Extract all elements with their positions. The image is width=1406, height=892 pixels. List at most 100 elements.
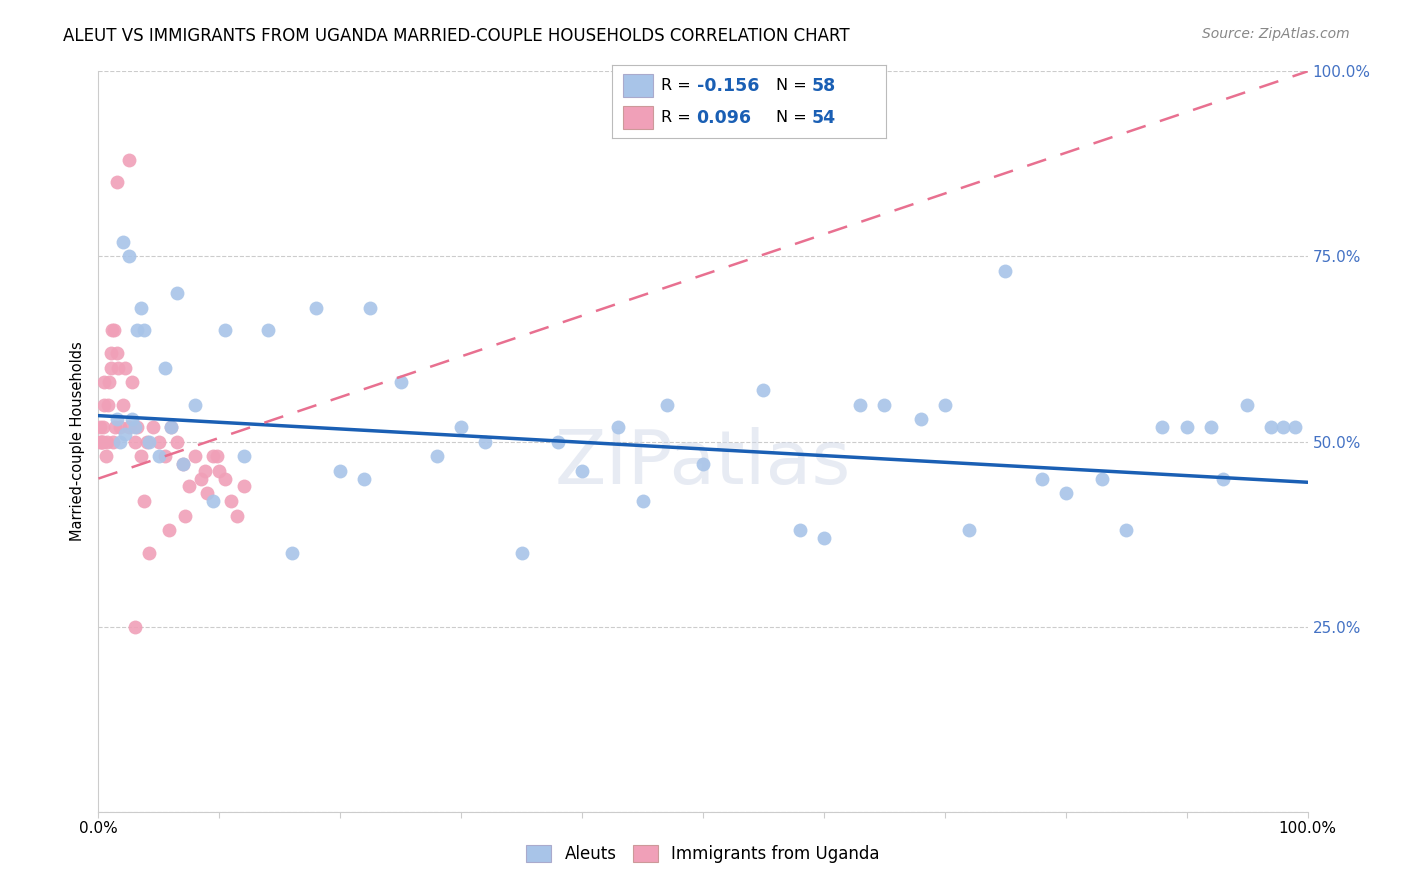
Bar [623,74,652,97]
Point [105,175,128,190]
Point [103,324,125,338]
Point [100,345,122,359]
Point [994,264,1017,278]
Bar [623,106,652,129]
Point [124,434,146,449]
Point [849,398,872,412]
Point [571,464,593,478]
Text: -0.156: -0.156 [696,77,759,95]
Point [91,434,114,449]
Point [157,524,180,538]
Text: N =: N = [776,111,813,125]
Point [174,508,197,523]
Point [232,450,254,464]
Point [138,434,160,449]
Point [329,464,352,478]
Point [148,434,170,449]
Point [142,419,165,434]
Point [100,360,122,375]
Point [172,457,194,471]
Point [127,324,149,338]
Point [134,324,156,338]
Point [934,398,956,412]
Point [114,427,136,442]
Text: 58: 58 [811,77,837,95]
Point [1212,472,1234,486]
Point [214,472,236,486]
Point [121,376,143,390]
Point [96,434,118,449]
Point [118,153,141,168]
Text: Source: ZipAtlas.com: Source: ZipAtlas.com [1202,27,1350,41]
Point [205,450,228,464]
Point [184,398,207,412]
Point [160,419,183,434]
Point [179,479,201,493]
Point [873,398,896,412]
Point [1272,419,1295,434]
Text: R =: R = [661,111,696,125]
Text: 0.096: 0.096 [696,109,752,127]
Point [108,434,131,449]
Text: ALEUT VS IMMIGRANTS FROM UGANDA MARRIED-COUPLE HOUSEHOLDS CORRELATION CHART: ALEUT VS IMMIGRANTS FROM UGANDA MARRIED-… [63,27,849,45]
Point [101,434,124,449]
Point [426,450,449,464]
Point [100,324,122,338]
Point [104,419,127,434]
Point [89,434,111,449]
Point [389,376,412,390]
Text: ZIPatlas: ZIPatlas [555,427,851,500]
Point [160,419,183,434]
Point [510,546,533,560]
Point [910,412,932,426]
Point [360,301,382,316]
Point [450,419,472,434]
Point [957,524,980,538]
Point [184,450,207,464]
Point [1115,524,1137,538]
Point [692,457,714,471]
Point [114,360,136,375]
Point [124,419,146,434]
Point [91,434,114,449]
Point [1175,419,1198,434]
Point [752,383,775,397]
Point [135,434,157,449]
Point [547,434,569,449]
Point [256,324,278,338]
Point [90,434,112,449]
Legend: Aleuts, Immigrants from Uganda: Aleuts, Immigrants from Uganda [519,838,887,870]
Point [789,524,811,538]
Y-axis label: Married-couple Households: Married-couple Households [70,342,86,541]
Point [107,360,129,375]
Point [97,398,120,412]
Point [153,360,176,375]
Point [93,376,115,390]
Text: R =: R = [661,78,696,93]
Point [631,493,654,508]
Point [105,345,128,359]
Text: N =: N = [776,78,813,93]
Point [281,546,304,560]
Point [134,493,156,508]
Point [202,450,225,464]
Point [813,531,835,545]
Point [124,619,146,633]
Point [305,301,328,316]
Point [1260,419,1282,434]
Point [121,412,143,426]
Point [91,419,114,434]
Point [353,472,375,486]
Point [1031,472,1053,486]
Point [118,419,141,434]
Point [111,398,134,412]
Point [93,398,115,412]
Point [94,450,117,464]
Point [208,464,231,478]
Point [118,250,141,264]
Text: 54: 54 [811,109,837,127]
Point [655,398,678,412]
Point [1091,472,1114,486]
Point [1236,398,1258,412]
Point [195,486,218,500]
